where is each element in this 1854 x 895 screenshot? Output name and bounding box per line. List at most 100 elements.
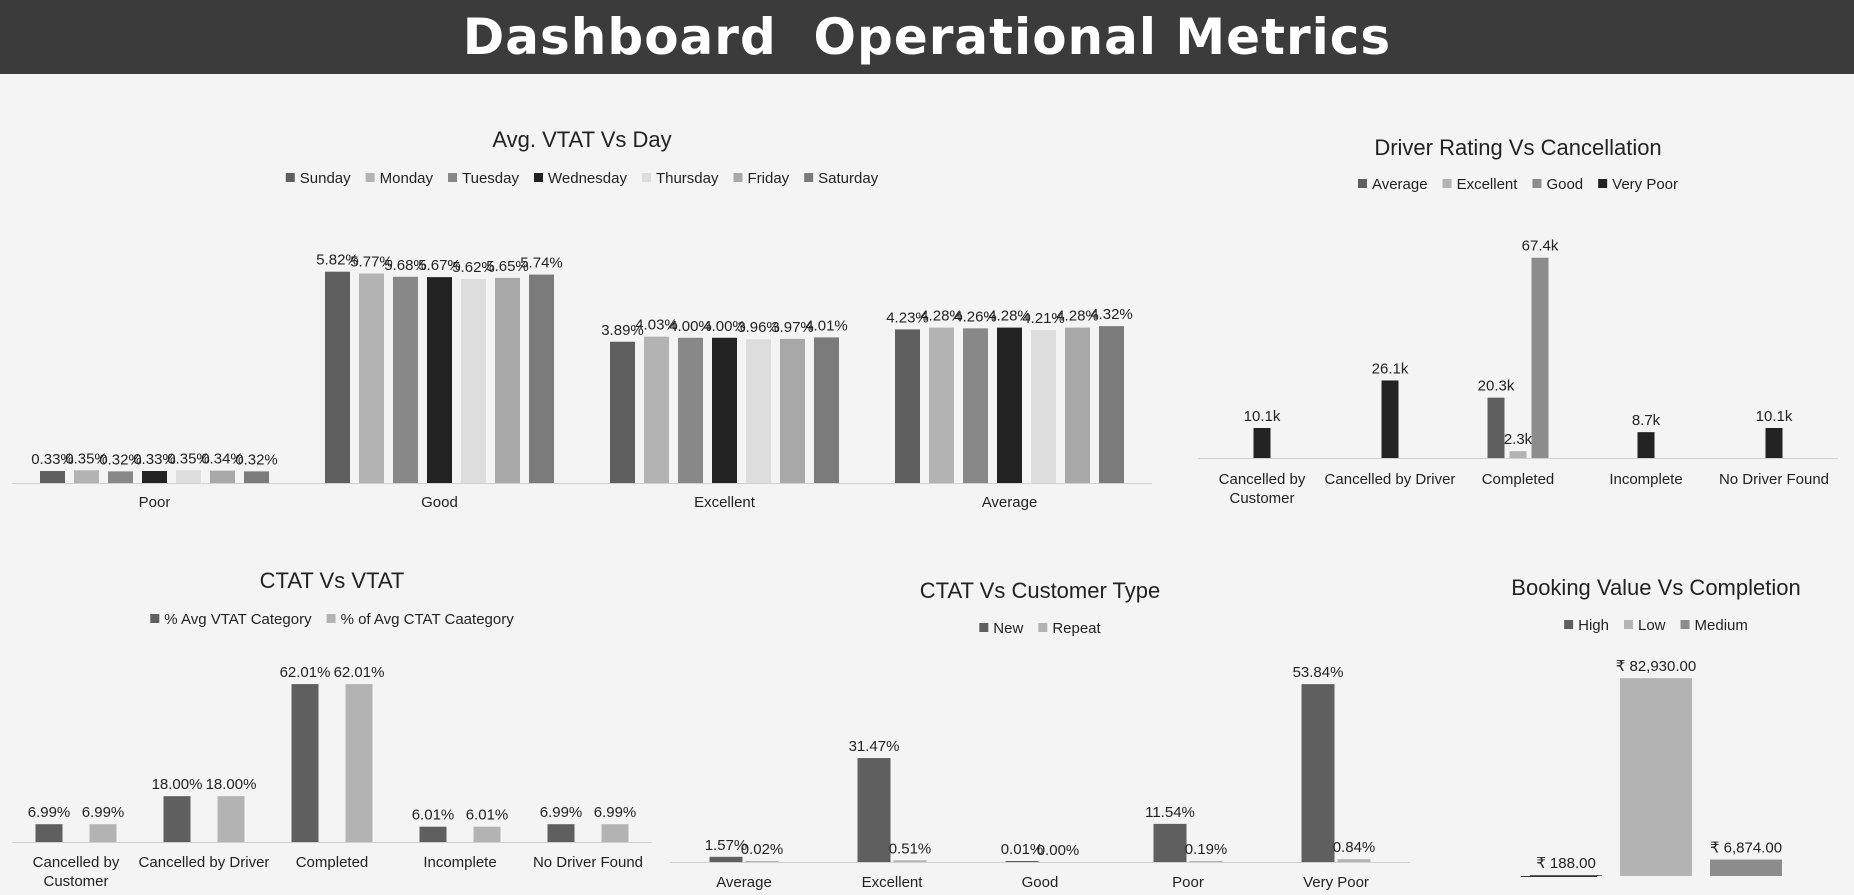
bar-2 — [74, 470, 99, 483]
bar-6 — [210, 470, 235, 483]
category-label-2: Excellent — [862, 874, 924, 891]
data-label: 62.01% — [280, 664, 331, 681]
data-label: 6.99% — [82, 804, 125, 821]
data-label: 10.1k — [1756, 408, 1793, 425]
data-label: 0.02% — [741, 841, 784, 858]
category-group-4: 4.23%4.28%4.26%4.28%4.21%4.28%4.32% — [886, 306, 1133, 483]
chart-title: CTAT Vs Customer Type — [920, 578, 1160, 603]
legend-swatch-3 — [1680, 620, 1690, 629]
booking-value-chart: Booking Value Vs Completion High Low Medium… — [1420, 560, 1854, 895]
data-label: 0.35% — [65, 450, 108, 467]
category-label-line: Cancelled by — [1219, 471, 1306, 488]
data-label: ₹ 82,930.00 — [1616, 658, 1696, 675]
ctat-vtat-chart: CTAT Vs VTAT % Avg VTAT Category % of Avg … — [0, 555, 660, 895]
bar-1 — [1153, 823, 1187, 862]
bar-2 — [601, 824, 629, 842]
data-label: ₹ 6,874.00 — [1710, 840, 1782, 857]
data-label: 0.19% — [1185, 841, 1228, 858]
legend-label-5: Thursday — [656, 170, 719, 187]
data-label: 4.21% — [1022, 310, 1065, 327]
legend-swatch-2 — [365, 173, 375, 182]
bar-4 — [427, 277, 452, 483]
driver-rating-legend: Average Excellent Good Very Poor — [1357, 176, 1678, 193]
bar-2 — [1620, 678, 1692, 876]
bar-1 — [1005, 861, 1039, 862]
data-label: 62.01% — [334, 664, 385, 681]
data-label: 4.32% — [1090, 306, 1133, 323]
bar-1 — [895, 329, 920, 483]
ctat-vtat-chart-svg: CTAT Vs VTAT % Avg VTAT Category % of Avg … — [12, 568, 652, 890]
category-group-2: 5.82%5.77%5.68%5.67%5.62%5.65%5.74% — [316, 252, 563, 483]
bar-1 — [163, 796, 191, 842]
legend-label-1: High — [1578, 617, 1609, 634]
data-label: 5.77% — [350, 254, 393, 271]
bar-3 — [678, 337, 703, 483]
bar-4 — [1765, 427, 1783, 458]
data-label: 6.99% — [540, 804, 583, 821]
data-label: 0.34% — [201, 451, 244, 468]
dashboard-title: Dashboard Operational Metrics — [462, 8, 1392, 66]
legend-swatch-2 — [326, 614, 336, 623]
data-label: 6.01% — [412, 807, 455, 824]
bar-2 — [929, 327, 954, 483]
bar-1 — [419, 826, 447, 842]
bar-1 — [1301, 684, 1335, 862]
category-group-1: ₹ 188.00 ₹ 82,930.00 ₹ 6,874.00 — [1530, 658, 1782, 876]
category-group-2: 18.00% 18.00% — [152, 776, 256, 842]
category-label-1: Average — [716, 874, 772, 891]
legend-label-2: Excellent — [1457, 176, 1519, 193]
data-label: 4.00% — [669, 318, 712, 335]
category-group-1: 0.33%0.35%0.32%0.33%0.35%0.34%0.32% — [31, 450, 278, 483]
dashboard-header: Dashboard Operational Metrics — [0, 0, 1854, 74]
legend-label-2: % of Avg CTAT Caategory — [341, 611, 515, 628]
bar-4 — [1381, 380, 1399, 458]
category-group-2: 26.1k — [1372, 360, 1409, 458]
bar-2 — [1189, 861, 1223, 862]
legend-label-1: % Avg VTAT Category — [164, 611, 312, 628]
bar-2 — [745, 861, 779, 862]
category-label-4: Poor — [1172, 874, 1204, 891]
category-group-5: 10.1k — [1756, 408, 1793, 458]
bar-1 — [291, 684, 319, 842]
bar-1 — [857, 758, 891, 862]
category-label-line: Customer — [1229, 490, 1294, 507]
data-label: 5.65% — [486, 258, 529, 275]
legend-swatch-4 — [1598, 179, 1608, 188]
data-label: 2.3k — [1504, 431, 1533, 448]
vtat-day-chart-svg: Avg. VTAT Vs Day Sunday Monday Tuesday Wedne… — [12, 127, 1152, 511]
bar-7 — [1099, 326, 1124, 483]
category-group-4: 11.54% 0.19% — [1145, 804, 1227, 862]
bar-7 — [529, 274, 554, 483]
category-label-2: Good — [421, 494, 458, 511]
category-group-1: 10.1k — [1244, 408, 1281, 458]
driver-rating-chart: Driver Rating Vs Cancellation Average Exce… — [1190, 110, 1850, 520]
data-label: 10.1k — [1244, 408, 1281, 425]
data-label: 6.99% — [594, 804, 637, 821]
data-label: 0.35% — [167, 450, 210, 467]
bar-3 — [108, 471, 133, 483]
vtat-day-chart: Avg. VTAT Vs Day Sunday Monday Tuesday Wedne… — [0, 100, 1170, 520]
data-label: 8.7k — [1632, 412, 1661, 429]
data-label: 11.54% — [1145, 804, 1195, 821]
legend-swatch-1 — [150, 614, 160, 623]
chart-title: Booking Value Vs Completion — [1511, 575, 1800, 600]
legend-label-2: Monday — [380, 170, 434, 187]
data-label: 67.4k — [1522, 238, 1559, 255]
category-label-1: Cancelled by Customer — [33, 854, 120, 890]
legend-swatch-1 — [1357, 179, 1367, 188]
legend-swatch-2 — [1623, 620, 1633, 629]
legend-label-2: Low — [1638, 617, 1666, 634]
category-group-5: 6.99% 6.99% — [540, 804, 637, 842]
data-label: 4.26% — [954, 308, 997, 325]
data-label: 0.33% — [133, 451, 176, 468]
bar-2 — [89, 824, 117, 842]
bar-5 — [176, 470, 201, 483]
legend-label-2: Repeat — [1052, 620, 1101, 637]
legend-swatch-3 — [1532, 179, 1542, 188]
bar-2 — [644, 336, 669, 483]
bar-3 — [1710, 859, 1782, 876]
bar-1 — [325, 271, 350, 483]
data-label: 4.28% — [1056, 308, 1099, 325]
legend-swatch-2 — [1442, 179, 1452, 188]
legend-label-3: Good — [1546, 176, 1583, 193]
